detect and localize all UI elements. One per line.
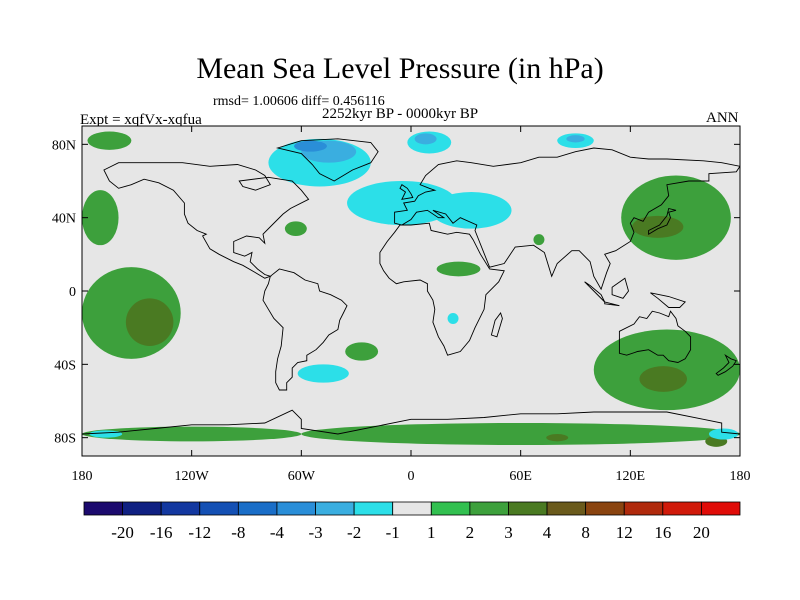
contour-region-12 — [546, 434, 569, 442]
contour-region-21 — [414, 133, 437, 145]
contour-region-16 — [431, 192, 512, 229]
x-tick-label: 120W — [175, 469, 210, 484]
colorbar-swatch — [469, 501, 509, 516]
y-axis: 80N 40N 0 40S 80S — [52, 138, 740, 447]
colorbar-label: -12 — [188, 523, 211, 542]
colorbar-label: 4 — [543, 523, 552, 542]
x-axis: 180 120W 60W 0 60E 120E 180 — [72, 126, 751, 484]
contour-region-26 — [708, 428, 739, 440]
coastline-australia — [618, 310, 692, 363]
colorbar-swatch — [430, 501, 471, 516]
colorbar-label: -2 — [347, 523, 361, 542]
colorbar-swatch — [701, 501, 741, 516]
colorbar-swatch — [546, 501, 587, 516]
coastline-north-america — [103, 162, 310, 279]
contour-region-28 — [533, 234, 545, 246]
colorbar-swatch — [160, 501, 201, 516]
colorbar-label: 16 — [654, 523, 671, 542]
coastline-greenland — [275, 138, 379, 182]
y-tick-label: 40S — [54, 358, 76, 373]
colorbar-label: -8 — [231, 523, 245, 542]
colorbar-swatch — [276, 501, 316, 516]
colorbar-label: 3 — [504, 523, 513, 542]
contour-region-11 — [301, 423, 740, 445]
contour-region-3 — [125, 298, 174, 346]
x-tick-label: 120E — [616, 469, 646, 484]
colorbar-label: 20 — [693, 523, 710, 542]
chart-subtitle: rmsd= 1.00606 diff= 0.456116 — [213, 94, 385, 109]
contour-region-5 — [345, 342, 379, 361]
y-tick-label: 80N — [52, 138, 76, 153]
coastline-indonesia — [584, 277, 687, 308]
coastline-south-america — [262, 268, 348, 391]
contour-region-19 — [294, 140, 327, 152]
coastlines — [82, 138, 740, 435]
contour-region-6 — [436, 261, 481, 277]
colorbar-swatch — [122, 501, 162, 516]
contour-region-27 — [89, 430, 123, 438]
colorbar-label: -4 — [270, 523, 285, 542]
colorbar-swatch — [83, 501, 123, 516]
colorbar-swatch — [585, 501, 625, 516]
colorbar-swatch — [623, 501, 664, 516]
coastline-japan — [648, 207, 677, 235]
colorbar-label: -3 — [308, 523, 322, 542]
contour-region-4 — [284, 221, 307, 237]
colorbar-swatch — [508, 501, 548, 516]
season-label: ANN — [706, 110, 739, 126]
contour-region-24 — [297, 364, 349, 383]
x-tick-label: 180 — [730, 469, 751, 484]
contour-layer — [82, 131, 740, 447]
y-tick-label: 0 — [69, 285, 76, 300]
x-tick-label: 60E — [509, 469, 532, 484]
contour-region-7 — [621, 175, 731, 260]
colorbar-swatch — [199, 501, 239, 516]
coastline-africa — [379, 222, 505, 356]
colorbar-swatch — [353, 501, 394, 516]
contour-region-25 — [447, 313, 459, 324]
x-tick-label: 0 — [408, 469, 415, 484]
colorbar-label: 1 — [427, 523, 436, 542]
colorbar-label: 2 — [466, 523, 475, 542]
coastline-madagascar — [490, 312, 503, 338]
x-tick-label: 180 — [72, 469, 93, 484]
colorbar-label: -16 — [150, 523, 173, 542]
colorbar-label: -1 — [386, 523, 400, 542]
contour-region-15 — [347, 181, 457, 225]
y-tick-label: 80S — [54, 432, 76, 447]
colorbar-swatch — [662, 501, 702, 516]
colorbar-swatch — [315, 501, 355, 516]
colorbar-label: 12 — [616, 523, 633, 542]
colorbar: -20 -16 -12 -8 -4 -3 -2 -1 1 2 3 4 8 12 16 20 — [83, 501, 741, 542]
chart-title: Mean Sea Level Pressure (in hPa) — [196, 52, 604, 85]
colorbar-swatch — [237, 501, 278, 516]
coastline-antarctica — [82, 409, 740, 435]
contour-region-1 — [82, 190, 119, 246]
contour-region-10 — [639, 366, 687, 392]
y-tick-label: 40N — [52, 212, 76, 227]
coastline-new-zealand — [715, 353, 737, 376]
contour-region-23 — [566, 135, 585, 143]
contour-region-0 — [87, 131, 132, 150]
experiment-label: Expt = xqfVx-xqfua — [80, 112, 202, 128]
coastline-eurasia — [394, 147, 740, 291]
colorbar-label: 8 — [581, 523, 590, 542]
contour-region-8 — [632, 215, 684, 238]
colorbar-label: -20 — [111, 523, 134, 542]
center-label: 2252kyr BP - 0000kyr BP — [322, 106, 479, 122]
colorbar-swatch — [392, 501, 432, 516]
x-tick-label: 60W — [288, 469, 316, 484]
coastline-britain — [399, 184, 414, 200]
